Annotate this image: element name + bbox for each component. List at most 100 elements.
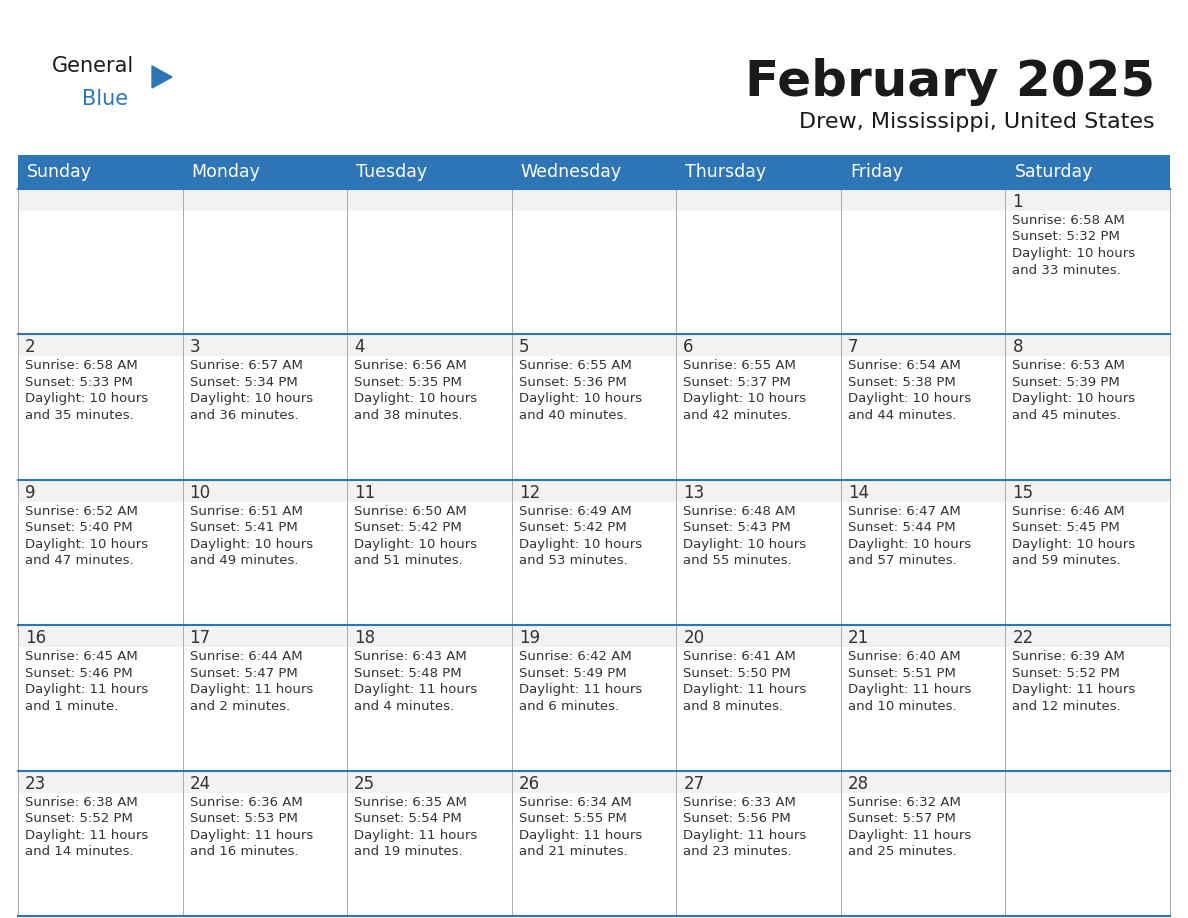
Bar [841,480,1005,502]
Bar [676,625,841,647]
Text: Sunset: 5:33 PM: Sunset: 5:33 PM [25,375,133,389]
Bar [347,189,512,334]
Text: Sunset: 5:41 PM: Sunset: 5:41 PM [190,521,297,534]
Text: 14: 14 [848,484,868,502]
Text: 15: 15 [1012,484,1034,502]
Text: 19: 19 [519,629,539,647]
Text: Sunset: 5:32 PM: Sunset: 5:32 PM [1012,230,1120,243]
Bar [183,625,347,770]
Text: 10: 10 [190,484,210,502]
Bar [347,625,512,647]
Bar [18,625,183,770]
Text: Daylight: 11 hours: Daylight: 11 hours [683,683,807,696]
Bar [18,770,183,916]
Text: Sunset: 5:45 PM: Sunset: 5:45 PM [1012,521,1120,534]
Text: Sunday: Sunday [27,163,91,181]
Text: 25: 25 [354,775,375,792]
Text: Sunrise: 6:34 AM: Sunrise: 6:34 AM [519,796,632,809]
Text: and 14 minutes.: and 14 minutes. [25,845,133,858]
Text: Sunset: 5:57 PM: Sunset: 5:57 PM [848,812,955,825]
Text: and 8 minutes.: and 8 minutes. [683,700,783,712]
Text: Daylight: 10 hours: Daylight: 10 hours [1012,247,1136,260]
Text: Blue: Blue [82,89,128,109]
Text: and 53 minutes.: and 53 minutes. [519,554,627,567]
Text: Sunset: 5:53 PM: Sunset: 5:53 PM [190,812,297,825]
Text: 22: 22 [1012,629,1034,647]
Bar [841,189,1005,334]
Bar [347,189,512,211]
Text: Sunset: 5:49 PM: Sunset: 5:49 PM [519,666,626,679]
Bar [676,189,841,334]
Bar [512,480,676,625]
Text: 27: 27 [683,775,704,792]
Bar [512,189,676,334]
Bar [841,480,1005,625]
Polygon shape [152,66,172,88]
Text: Sunrise: 6:52 AM: Sunrise: 6:52 AM [25,505,138,518]
Text: Sunset: 5:38 PM: Sunset: 5:38 PM [848,375,955,389]
Bar [347,625,512,770]
Text: Daylight: 11 hours: Daylight: 11 hours [848,683,971,696]
Text: Sunset: 5:56 PM: Sunset: 5:56 PM [683,812,791,825]
Bar [1005,770,1170,792]
Text: 18: 18 [354,629,375,647]
Text: Daylight: 11 hours: Daylight: 11 hours [354,683,478,696]
Bar [18,480,183,625]
Bar [841,334,1005,356]
Bar [1005,480,1170,625]
Bar [512,625,676,647]
Bar [183,770,347,792]
Bar [676,770,841,792]
Text: 9: 9 [25,484,36,502]
Text: and 40 minutes.: and 40 minutes. [519,409,627,422]
Bar [841,770,1005,916]
Text: Sunrise: 6:38 AM: Sunrise: 6:38 AM [25,796,138,809]
Text: Wednesday: Wednesday [520,163,621,181]
Text: and 38 minutes.: and 38 minutes. [354,409,463,422]
Bar [1005,480,1170,502]
Bar [347,334,512,480]
Text: Sunrise: 6:58 AM: Sunrise: 6:58 AM [1012,214,1125,227]
Text: Daylight: 10 hours: Daylight: 10 hours [683,392,807,406]
Text: Daylight: 11 hours: Daylight: 11 hours [519,829,642,842]
Text: Sunrise: 6:57 AM: Sunrise: 6:57 AM [190,360,303,373]
Text: and 6 minutes.: and 6 minutes. [519,700,619,712]
Text: Daylight: 11 hours: Daylight: 11 hours [190,683,312,696]
Text: 2: 2 [25,339,36,356]
Text: Sunrise: 6:49 AM: Sunrise: 6:49 AM [519,505,631,518]
Text: Sunrise: 6:42 AM: Sunrise: 6:42 AM [519,650,632,663]
Text: Sunset: 5:52 PM: Sunset: 5:52 PM [25,812,133,825]
Text: Daylight: 10 hours: Daylight: 10 hours [519,538,642,551]
Bar [676,334,841,480]
Bar [676,334,841,356]
Text: and 51 minutes.: and 51 minutes. [354,554,463,567]
Text: Sunrise: 6:54 AM: Sunrise: 6:54 AM [848,360,961,373]
Text: and 10 minutes.: and 10 minutes. [848,700,956,712]
Bar [676,480,841,502]
Bar [18,189,183,334]
Text: and 1 minute.: and 1 minute. [25,700,119,712]
Bar [18,334,183,356]
Bar [1005,189,1170,211]
Text: 16: 16 [25,629,46,647]
Text: Tuesday: Tuesday [356,163,428,181]
Text: Daylight: 10 hours: Daylight: 10 hours [25,392,148,406]
Bar [183,334,347,480]
Text: Sunset: 5:51 PM: Sunset: 5:51 PM [848,666,955,679]
Text: Sunset: 5:36 PM: Sunset: 5:36 PM [519,375,626,389]
Text: Sunrise: 6:35 AM: Sunrise: 6:35 AM [354,796,467,809]
Text: and 57 minutes.: and 57 minutes. [848,554,956,567]
Bar [347,334,512,356]
Text: 24: 24 [190,775,210,792]
Bar [676,770,841,916]
Text: 4: 4 [354,339,365,356]
Text: and 23 minutes.: and 23 minutes. [683,845,792,858]
Bar [1005,334,1170,480]
Bar [347,480,512,625]
Text: Daylight: 11 hours: Daylight: 11 hours [190,829,312,842]
Text: Sunrise: 6:43 AM: Sunrise: 6:43 AM [354,650,467,663]
Text: Daylight: 11 hours: Daylight: 11 hours [354,829,478,842]
Text: Sunset: 5:54 PM: Sunset: 5:54 PM [354,812,462,825]
Text: Sunrise: 6:55 AM: Sunrise: 6:55 AM [519,360,632,373]
Text: 6: 6 [683,339,694,356]
